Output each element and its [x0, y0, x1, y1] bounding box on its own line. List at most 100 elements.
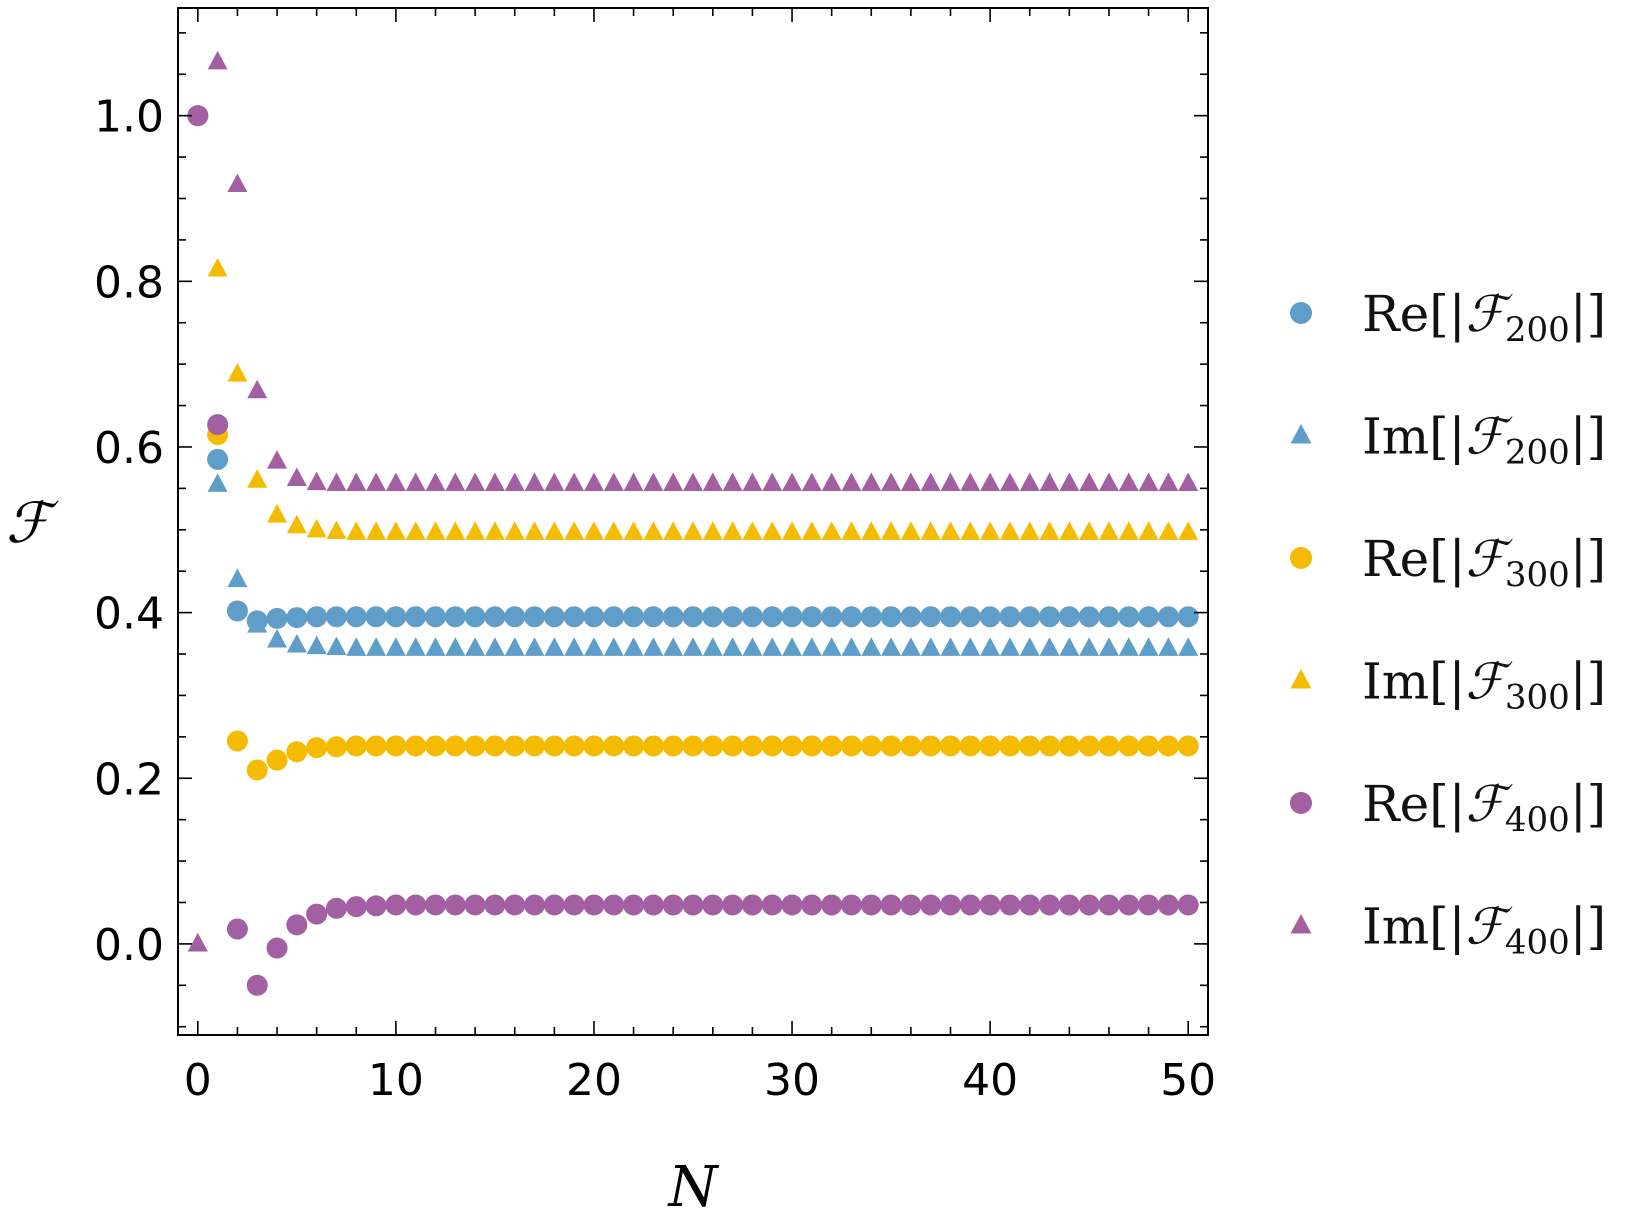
x-tick-label: 50	[1160, 1055, 1216, 1106]
re400-point	[306, 903, 328, 925]
re400-point	[444, 894, 466, 916]
legend: Re[|ℱ200|] Im[|ℱ200|] Re[|ℱ300|] Im[|ℱ300|]…	[1289, 285, 1606, 963]
re300-point	[603, 735, 625, 757]
re300-point	[920, 735, 942, 757]
re400-point	[959, 894, 981, 916]
x-tick-label: 20	[566, 1055, 622, 1106]
x-tick-label: 30	[764, 1055, 820, 1106]
im300-point	[1039, 521, 1060, 540]
im300-point	[484, 521, 505, 540]
re300-point	[1019, 735, 1041, 757]
re300-point	[1039, 735, 1061, 757]
re200-point	[543, 606, 565, 628]
im300-point	[544, 521, 565, 540]
legend-label-re300: Re[|ℱ300|]	[1362, 530, 1606, 595]
im400-point	[782, 472, 803, 492]
im400-point	[881, 472, 902, 492]
im300-point	[385, 521, 406, 540]
im200-point	[663, 637, 684, 656]
y-tick-label: 0.4	[94, 589, 164, 640]
im400-point	[1079, 472, 1100, 492]
y-tick-label: 0.2	[94, 754, 164, 805]
series-im200	[187, 473, 1199, 952]
re200-point	[781, 606, 803, 628]
im300-point	[841, 521, 862, 540]
im400-point	[742, 472, 763, 492]
im400-point	[1019, 472, 1040, 492]
re300-point	[345, 735, 367, 757]
im200-point	[306, 635, 327, 655]
re300-point	[484, 735, 506, 757]
im300-point	[366, 521, 387, 540]
re300-point	[286, 741, 308, 763]
re200-point	[524, 606, 546, 628]
re200-point	[1019, 606, 1041, 628]
im300-point	[1098, 521, 1119, 540]
legend-label-im300: Im[|ℱ300|]	[1362, 653, 1606, 718]
legend-label-im400: Im[|ℱ400|]	[1362, 898, 1606, 963]
im200-point	[465, 637, 486, 656]
im400-point	[603, 472, 624, 492]
re200-point	[583, 606, 605, 628]
re400-point	[821, 894, 843, 916]
re200-point	[266, 607, 288, 629]
im200-point	[1079, 637, 1100, 656]
im300-point	[465, 521, 486, 540]
re200-point	[880, 606, 902, 628]
im400-point	[405, 472, 426, 492]
im400-point	[663, 472, 684, 492]
im300-point	[920, 521, 941, 540]
re300-point	[959, 735, 981, 757]
im200-point	[980, 637, 1001, 656]
im400-point	[841, 472, 862, 492]
im200-point	[366, 637, 387, 656]
re400-point	[563, 894, 585, 916]
re200-point	[385, 606, 407, 628]
re300-point	[444, 735, 466, 757]
re200-point	[1098, 606, 1120, 628]
x-tick-label: 10	[368, 1055, 424, 1106]
im400-point	[385, 472, 406, 492]
im200-point	[861, 637, 882, 656]
im400-point	[227, 173, 248, 193]
im300-point	[643, 521, 664, 540]
im200-point	[722, 637, 743, 656]
re200-point	[741, 606, 763, 628]
re200-point	[563, 606, 585, 628]
series-im300	[187, 257, 1199, 952]
legend-label-im200: Im[|ℱ200|]	[1362, 408, 1606, 473]
re300-point	[385, 735, 407, 757]
re200-point	[1058, 606, 1080, 628]
re400-point	[246, 974, 268, 996]
im200-point	[405, 637, 426, 656]
re300-point	[821, 735, 843, 757]
im200-point	[425, 637, 446, 656]
im200-point	[484, 637, 505, 656]
re400-point	[226, 918, 248, 940]
legend-marker-im300	[1290, 669, 1312, 689]
im400-point	[306, 471, 327, 491]
re200-point	[722, 606, 744, 628]
im200-point	[821, 637, 842, 656]
im300-point	[405, 521, 426, 540]
re200-point	[999, 606, 1021, 628]
re300-point	[722, 735, 744, 757]
re200-point	[662, 606, 684, 628]
im400-point	[980, 472, 1001, 492]
re200-point	[207, 448, 229, 470]
im400-point	[999, 472, 1020, 492]
im300-point	[504, 521, 525, 540]
im200-point	[999, 637, 1020, 656]
re200-point	[1157, 606, 1179, 628]
re400-point	[207, 414, 229, 436]
legend-marker-im400	[1290, 914, 1312, 934]
im300-point	[227, 363, 248, 382]
im200-point	[1059, 637, 1080, 656]
re300-point	[801, 735, 823, 757]
re400-point	[425, 894, 446, 916]
re200-point	[504, 606, 526, 628]
legend-item-im300: Im[|ℱ300|]	[1290, 653, 1606, 718]
im400-point	[564, 472, 585, 492]
re400-point	[583, 894, 605, 916]
im400-point	[445, 472, 466, 492]
